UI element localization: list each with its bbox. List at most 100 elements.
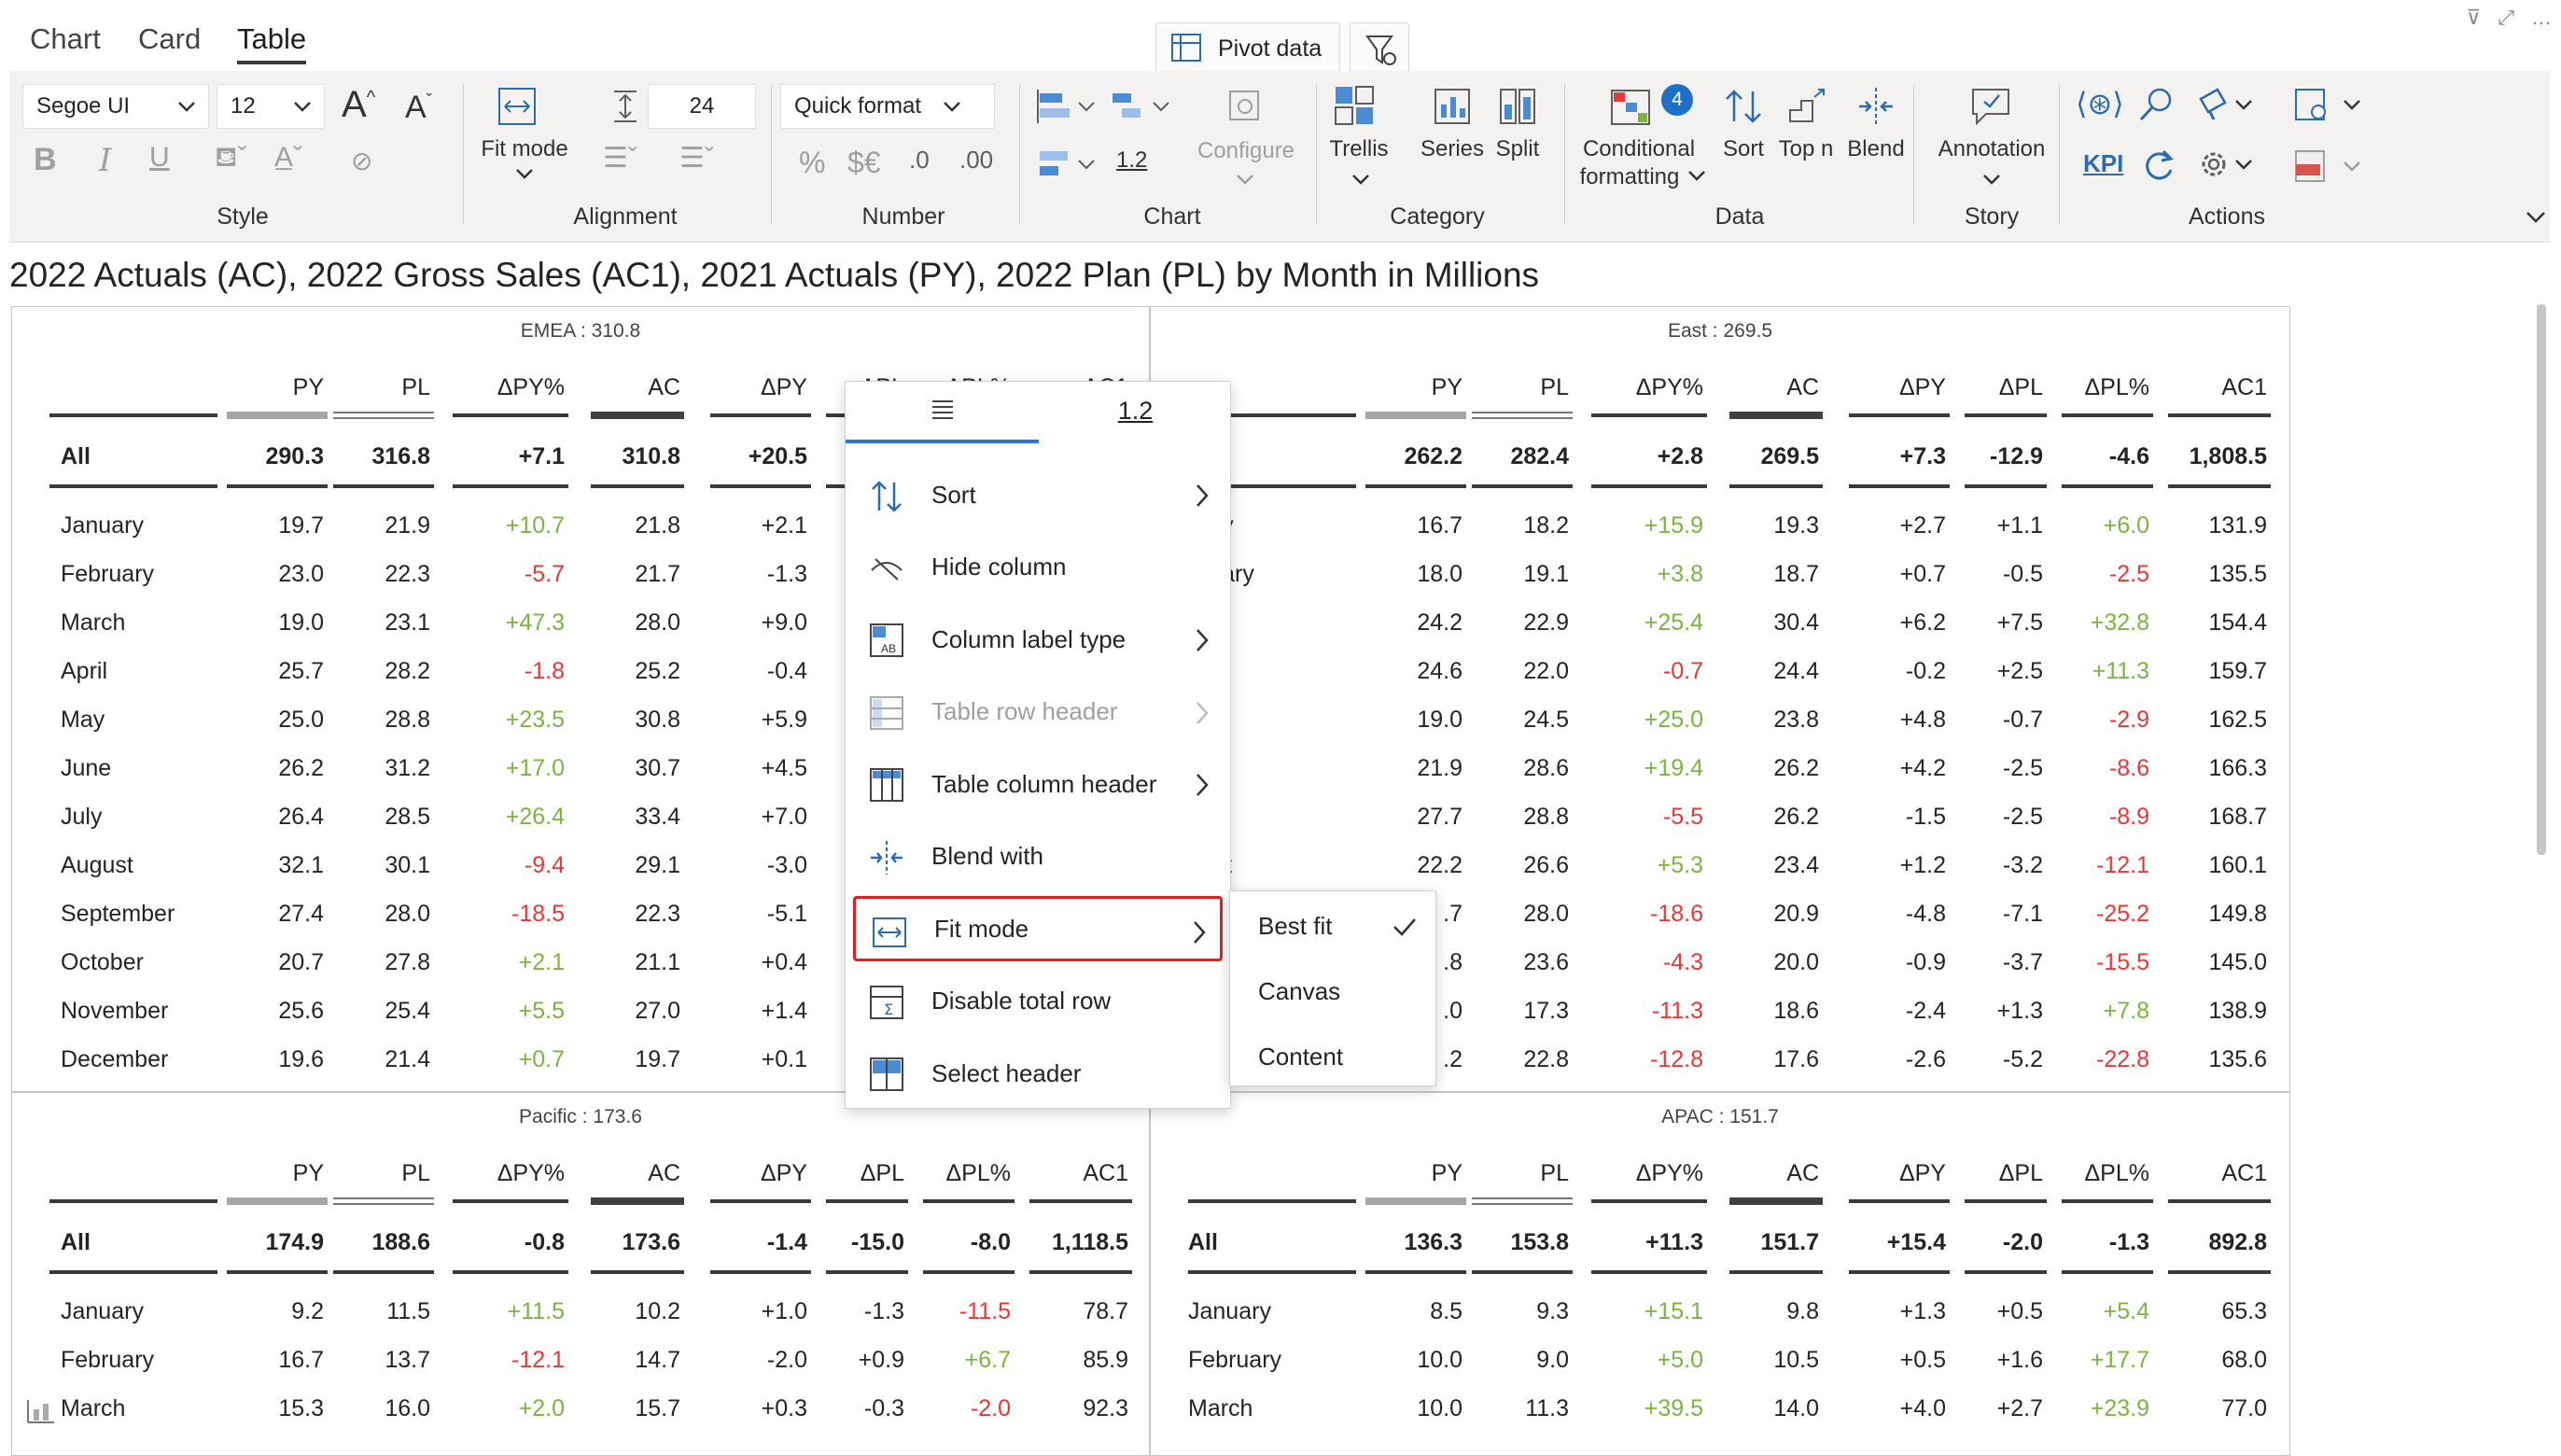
menu-item-hide-column[interactable]: Hide column — [853, 535, 1223, 600]
column-header[interactable]: AC — [1786, 374, 1819, 400]
font-color-icon[interactable]: A̲ˇ — [274, 142, 302, 173]
menu-item-sort[interactable]: Sort — [853, 462, 1223, 527]
sort-button[interactable]: Sort — [1722, 136, 1764, 161]
menu-item-column-label-type[interactable]: AB Column label type — [853, 607, 1223, 672]
series-button[interactable]: Series — [1420, 136, 1485, 161]
tab-number-format[interactable]: 1.2 — [1117, 397, 1154, 425]
underline-icon[interactable]: U — [149, 142, 170, 173]
refresh-icon[interactable] — [2141, 147, 2176, 183]
collapse-ribbon-icon[interactable] — [2524, 209, 2548, 228]
column-header[interactable]: AC1 — [2221, 374, 2267, 400]
blend-button[interactable]: Blend — [1847, 136, 1905, 161]
table-row[interactable]: .2 22.8 -12.8 17.6 -2.6 -5.2 -22.8 135.6 — [1151, 1046, 2289, 1091]
column-header[interactable]: AC — [1786, 1160, 1819, 1186]
table-row[interactable]: December 19.6 21.4 +0.7 19.7 +0.1 — [12, 1046, 1149, 1091]
quick-format-select[interactable]: Quick format — [780, 84, 995, 129]
percent-icon[interactable]: % — [799, 146, 826, 179]
configure-button[interactable]: Configure — [1197, 138, 1295, 163]
bar-layout-icon[interactable] — [1036, 88, 1099, 125]
pivot-data-button[interactable]: Pivot data — [1155, 22, 1340, 75]
column-header[interactable]: ΔPY — [1898, 1160, 1946, 1186]
column-header[interactable]: PY — [292, 374, 324, 400]
currency-icon[interactable]: $€ — [847, 146, 881, 179]
total-row[interactable]: All 174.9 188.6 -0.8 173.6 -1.4 -15.0 -8.0 1,118… — [12, 1229, 1149, 1278]
clear-format-icon[interactable]: ⊘ — [351, 147, 373, 175]
link-icon[interactable]: ⟨⊛⟩ — [2076, 87, 2124, 120]
table-row[interactable]: .7 28.0 -18.6 20.9 -4.8 -7.1 -25.2 149.8 — [1151, 901, 2289, 949]
font-size-select[interactable]: 12 — [217, 84, 325, 129]
filter-settings-button[interactable] — [1350, 22, 1409, 75]
bold-icon[interactable]: B — [34, 142, 57, 177]
settings-gear-icon[interactable] — [2197, 146, 2257, 183]
column-header[interactable]: ΔPL% — [945, 1160, 1011, 1186]
line-width-value[interactable]: 1.2 — [1116, 147, 1148, 173]
column-header[interactable]: AC1 — [2221, 1160, 2267, 1186]
column-header[interactable]: ΔPY% — [1635, 1160, 1703, 1186]
column-header[interactable]: PL — [1540, 1160, 1569, 1186]
tab-chart[interactable]: Chart — [30, 22, 101, 55]
font-name-select[interactable]: Segoe UI — [22, 84, 209, 129]
table-row[interactable]: January 8.5 9.3 +15.1 9.8 +1.3 +0.5 +5.4 65.3 — [1151, 1298, 2289, 1347]
search-icon[interactable] — [2137, 86, 2175, 123]
align-right-icon[interactable]: ☰ˇ — [679, 143, 714, 174]
fit-option-canvas[interactable]: Canvas — [1258, 977, 1341, 1005]
menu-item-fit-mode[interactable]: Fit mode — [853, 896, 1223, 961]
decrease-decimal-icon[interactable]: .0 — [909, 146, 930, 174]
more-icon[interactable]: … — [2531, 6, 2552, 29]
column-header[interactable]: PY — [292, 1160, 324, 1186]
fill-color-icon[interactable]: ⛾ˇ — [215, 142, 247, 173]
table-row[interactable]: October 20.7 27.8 +2.1 21.1 +0.4 — [12, 949, 1149, 998]
table-row[interactable]: March 19.0 23.1 +47.3 28.0 +9.0 — [12, 609, 1149, 658]
column-header[interactable]: PY — [1431, 374, 1462, 400]
trellis-button[interactable]: Trellis — [1329, 136, 1389, 161]
table-row[interactable]: January 9.2 11.5 +11.5 10.2 +1.0 -1.3 -11.5 78.7 — [12, 1298, 1149, 1347]
total-row[interactable]: All 136.3 153.8 +11.3 151.7 +15.4 -2.0 -1.3 892.… — [1151, 1229, 2289, 1278]
column-header[interactable]: ΔPL% — [2084, 1160, 2149, 1186]
menu-item-select-header[interactable]: Select header — [853, 1041, 1223, 1106]
column-header[interactable]: PL — [401, 1160, 430, 1186]
column-header[interactable]: ΔPY — [760, 374, 807, 400]
menu-item-table-row-header[interactable]: Table row header — [853, 679, 1223, 745]
column-header[interactable]: ΔPY — [1898, 374, 1946, 400]
column-header[interactable]: PY — [1431, 1160, 1462, 1186]
expand-icon[interactable]: ⤢ — [2498, 6, 2514, 29]
decrease-font-icon[interactable]: Aˇ — [405, 90, 432, 125]
column-header[interactable]: AC — [648, 1160, 680, 1186]
kpi-button[interactable]: KPI — [2083, 149, 2124, 177]
table-row[interactable]: July 26.4 28.5 +26.4 33.4 +7.0 — [12, 804, 1149, 852]
increase-font-icon[interactable]: A^ — [342, 84, 376, 125]
export-settings-icon[interactable] — [2292, 86, 2367, 123]
column-header[interactable]: ΔPY — [760, 1160, 807, 1186]
table-row[interactable]: September 27.4 28.0 -18.5 22.3 -5.1 — [12, 901, 1149, 949]
table-row[interactable]: February 10.0 9.0 +5.0 10.5 +0.5 +1.6 +17.7 68.0 — [1151, 1347, 2289, 1395]
table-row[interactable]: March 15.3 16.0 +2.0 15.7 +0.3 -0.3 -2.0 92.3 — [12, 1395, 1149, 1444]
conditional-formatting-label1[interactable]: Conditional — [1582, 136, 1696, 161]
line-height-input[interactable]: 24 — [648, 84, 756, 129]
tab-table[interactable]: Table — [237, 22, 307, 64]
align-left-icon[interactable]: ☰ˇ — [603, 143, 637, 174]
column-header[interactable]: ΔPL% — [2084, 374, 2149, 400]
column-header[interactable]: ΔPY% — [497, 1160, 565, 1186]
table-row[interactable]: February 16.7 13.7 -12.1 14.7 -2.0 +0.9 +6.7 85.… — [12, 1347, 1149, 1395]
annotation-button[interactable]: Annotation — [1938, 136, 2046, 161]
column-header[interactable]: ΔPL — [1998, 374, 2043, 400]
menu-item-blend-with[interactable]: Blend with — [853, 824, 1223, 889]
menu-item-table-column-header[interactable]: Table column header — [853, 751, 1223, 817]
table-row[interactable]: March 10.0 11.3 +39.5 14.0 +4.0 +2.7 +23.9 77.0 — [1151, 1395, 2289, 1444]
visual-helper-icon[interactable] — [22, 1391, 60, 1428]
column-layout-icon[interactable] — [1036, 146, 1099, 183]
tab-layout[interactable] — [846, 397, 1039, 427]
column-header[interactable]: ΔPL — [860, 1160, 904, 1186]
italic-icon[interactable]: I — [99, 142, 112, 179]
menu-item-disable-total-row[interactable]: Σ Disable total row — [853, 969, 1223, 1034]
bar-variance-icon[interactable] — [1109, 88, 1176, 125]
filter-icon[interactable]: ⊽ — [2466, 6, 2482, 29]
table-row[interactable]: May 25.0 28.8 +23.5 30.8 +5.9 — [12, 707, 1149, 755]
conditional-formatting-label2[interactable]: formatting — [1579, 164, 1680, 189]
fit-option-best-fit[interactable]: Best fit — [1258, 912, 1333, 940]
column-header[interactable]: ΔPY% — [1635, 374, 1703, 400]
